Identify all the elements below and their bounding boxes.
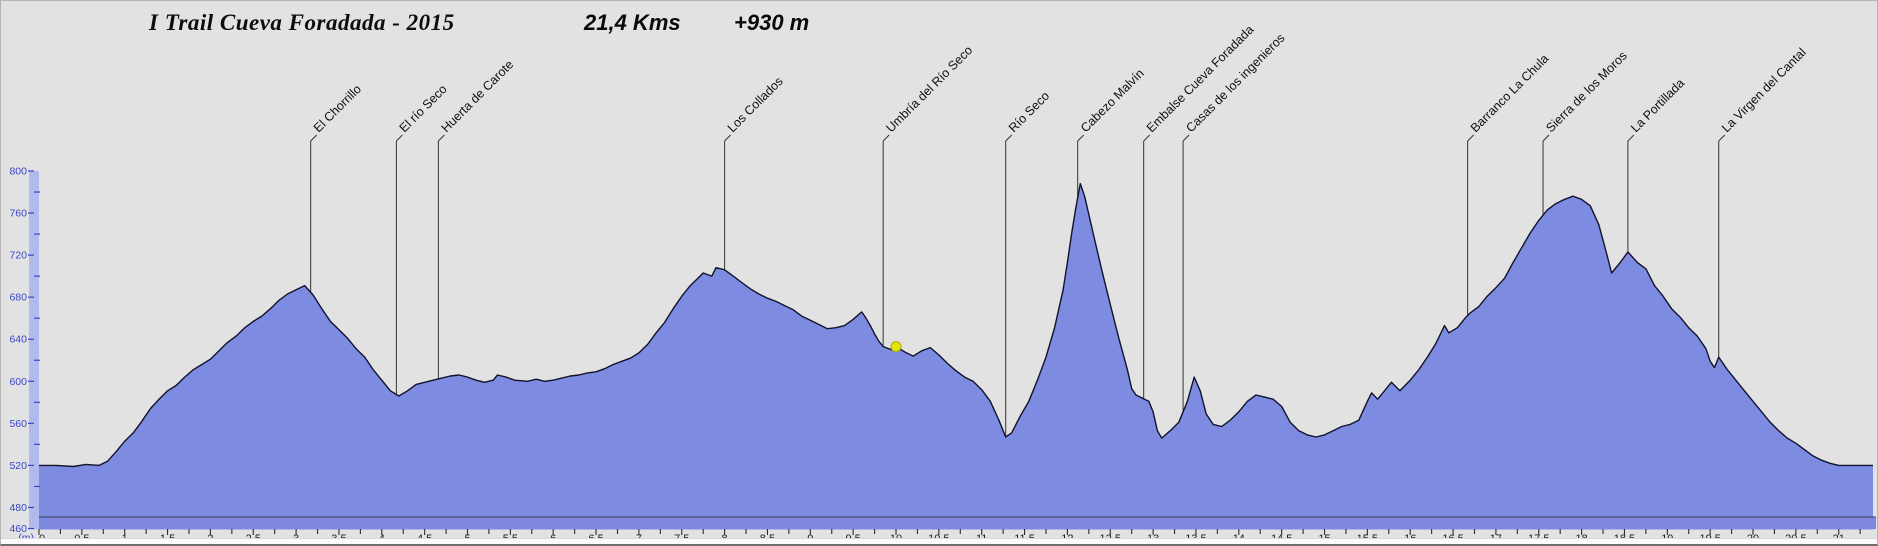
elevation-gain: +930 m: [734, 10, 810, 35]
y-tick-label: 680: [9, 292, 27, 304]
waypoint-elbow-umbria-del-rio-seco: [882, 134, 890, 142]
waypoint-label-umbria-del-rio-seco: Umbría del Río Seco: [883, 43, 975, 135]
waypoint-elbow-embalse-cueva-foradada: [1143, 134, 1151, 142]
waypoint-elbow-rio-seco: [1005, 134, 1013, 142]
y-tick-label: 600: [9, 376, 27, 388]
y-tick-label: 640: [9, 334, 27, 346]
waypoint-elbow-el-chorrillo: [310, 134, 318, 142]
y-tick-label: 720: [9, 250, 27, 262]
waypoint-elbow-el-rio-seco: [396, 134, 403, 142]
elevation-area: [39, 183, 1873, 530]
waypoint-elbow-la-virgen-del-cantal: [1718, 134, 1726, 142]
y-tick-label: 520: [9, 460, 27, 472]
waypoint-label-barranco-la-chula: Barranco La Chula: [1468, 51, 1552, 135]
waypoint-label-rio-seco: Río Seco: [1006, 89, 1052, 135]
waypoint-label-el-chorrillo: El Chorrillo: [311, 82, 364, 135]
waypoint-label-sierra-de-los-moros: Sierra de los Moros: [1543, 49, 1630, 136]
waypoint-elbow-casas-de-los-ingenieros: [1182, 134, 1190, 142]
waypoint-label-la-portillada: La Portillada: [1628, 76, 1687, 135]
waypoint-elbow-los-collados: [724, 134, 731, 142]
waypoint-label-los-collados: Los Collados: [725, 74, 786, 135]
bottom-strip: [1, 538, 1877, 544]
position-marker-dot: [890, 341, 902, 353]
y-tick-label: 560: [9, 418, 27, 430]
waypoint-elbow-sierra-de-los-moros: [1542, 134, 1550, 142]
waypoint-elbow-barranco-la-chula: [1467, 134, 1474, 142]
chart-title: I Trail Cueva Foradada - 2015: [149, 10, 455, 35]
y-tick-label: 760: [9, 208, 27, 220]
y-axis-band: [29, 171, 39, 530]
waypoint-elbow-la-portillada: [1627, 134, 1635, 142]
waypoint-label-cabezo-malvin: Cabezo Malvín: [1078, 66, 1147, 135]
waypoint-label-la-virgen-del-cantal: La Virgen del Cantal: [1719, 45, 1809, 135]
y-tick-label: 480: [9, 502, 27, 514]
total-distance: 21,4 Kms: [584, 10, 681, 35]
waypoint-elbow-huerta-de-carote: [438, 134, 445, 142]
x-axis-band: [39, 517, 1876, 529]
waypoint-label-huerta-de-carote: Huerta de Carote: [439, 57, 517, 135]
y-tick-label: 460: [9, 523, 27, 535]
y-tick-label: 800: [9, 166, 27, 178]
elevation-line: [39, 182, 1873, 468]
waypoint-elbow-cabezo-malvin: [1077, 134, 1085, 142]
